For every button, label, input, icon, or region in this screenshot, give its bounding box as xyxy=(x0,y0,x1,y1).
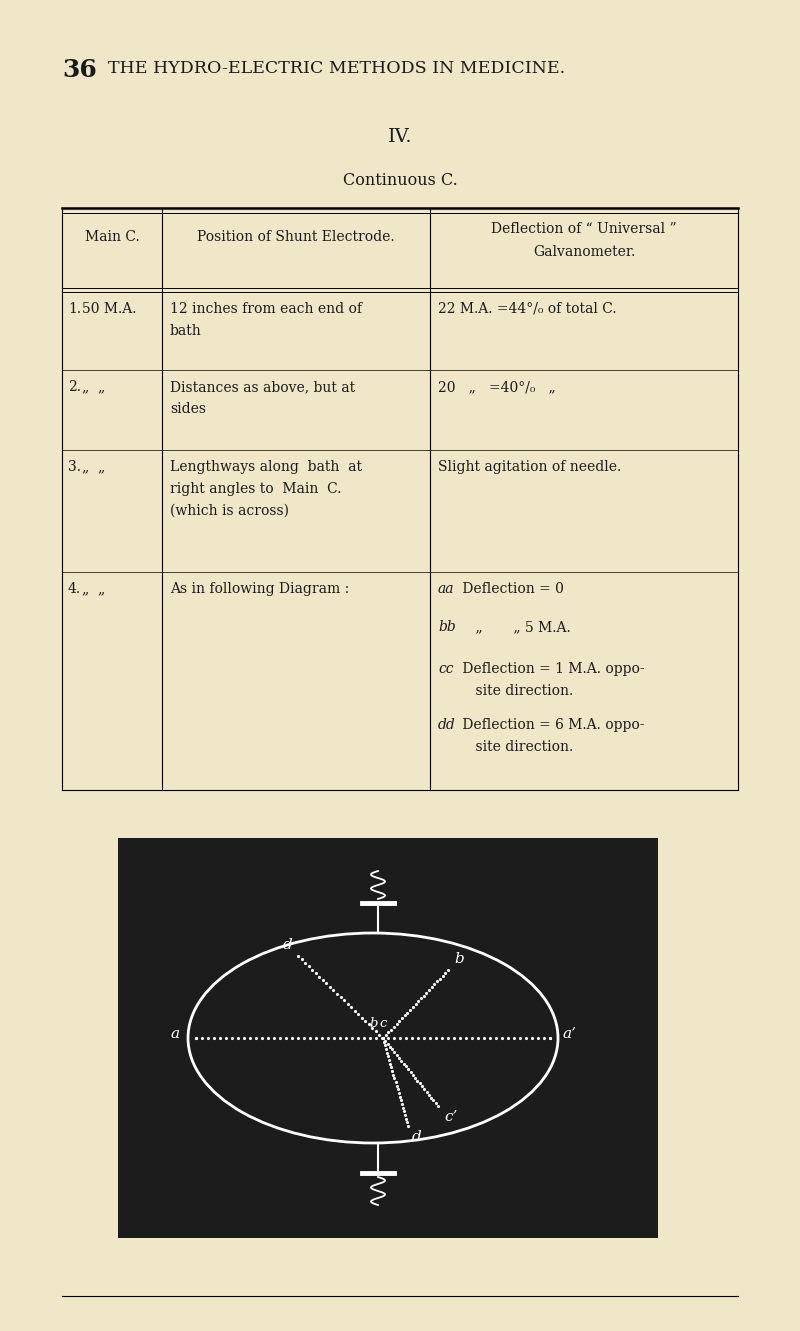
Text: Deflection = 0: Deflection = 0 xyxy=(458,582,564,596)
Text: a’: a’ xyxy=(562,1028,576,1041)
Text: „       „ 5 M.A.: „ „ 5 M.A. xyxy=(458,620,570,634)
Text: b: b xyxy=(369,1017,378,1030)
Text: 50 M.A.: 50 M.A. xyxy=(82,302,137,315)
Text: d: d xyxy=(282,938,292,952)
Text: Position of Shunt Electrode.: Position of Shunt Electrode. xyxy=(197,230,395,244)
Text: Continuous C.: Continuous C. xyxy=(342,172,458,189)
Text: 12 inches from each end of
bath: 12 inches from each end of bath xyxy=(170,302,362,338)
Text: IV.: IV. xyxy=(388,128,412,146)
Text: „  „: „ „ xyxy=(82,461,106,474)
Text: „  „: „ „ xyxy=(82,379,106,394)
Text: 3.: 3. xyxy=(68,461,81,474)
Text: 36: 36 xyxy=(62,59,97,83)
Text: cc: cc xyxy=(438,662,454,676)
Text: Deflection = 6 M.A. oppo-
    site direction.: Deflection = 6 M.A. oppo- site direction… xyxy=(458,717,645,753)
Text: Distances as above, but at
sides: Distances as above, but at sides xyxy=(170,379,355,415)
Text: c: c xyxy=(379,1017,386,1030)
Text: THE HYDRO-ELECTRIC METHODS IN MEDICINE.: THE HYDRO-ELECTRIC METHODS IN MEDICINE. xyxy=(108,60,565,77)
Text: bb: bb xyxy=(438,620,456,634)
Text: a: a xyxy=(171,1028,180,1041)
Text: aa: aa xyxy=(438,582,454,596)
Text: 20   „   =40°/₀   „: 20 „ =40°/₀ „ xyxy=(438,379,556,394)
Text: dd: dd xyxy=(438,717,456,732)
Text: c’: c’ xyxy=(444,1110,458,1123)
Text: d: d xyxy=(412,1130,422,1145)
Bar xyxy=(118,839,658,1238)
Text: „  „: „ „ xyxy=(82,582,106,596)
Text: Main C.: Main C. xyxy=(85,230,139,244)
Text: Deflection = 1 M.A. oppo-
    site direction.: Deflection = 1 M.A. oppo- site direction… xyxy=(458,662,645,697)
Text: 4.: 4. xyxy=(68,582,81,596)
Text: Deflection of “ Universal ”
Galvanometer.: Deflection of “ Universal ” Galvanometer… xyxy=(491,222,677,258)
Text: As in following Diagram :: As in following Diagram : xyxy=(170,582,350,596)
Text: 2.: 2. xyxy=(68,379,81,394)
Text: 1.: 1. xyxy=(68,302,81,315)
Text: 22 M.A. =44°/₀ of total C.: 22 M.A. =44°/₀ of total C. xyxy=(438,302,617,315)
Text: Lengthways along  bath  at
right angles to  Main  C.
(which is across): Lengthways along bath at right angles to… xyxy=(170,461,362,518)
Text: Slight agitation of needle.: Slight agitation of needle. xyxy=(438,461,622,474)
Text: b: b xyxy=(454,952,464,966)
